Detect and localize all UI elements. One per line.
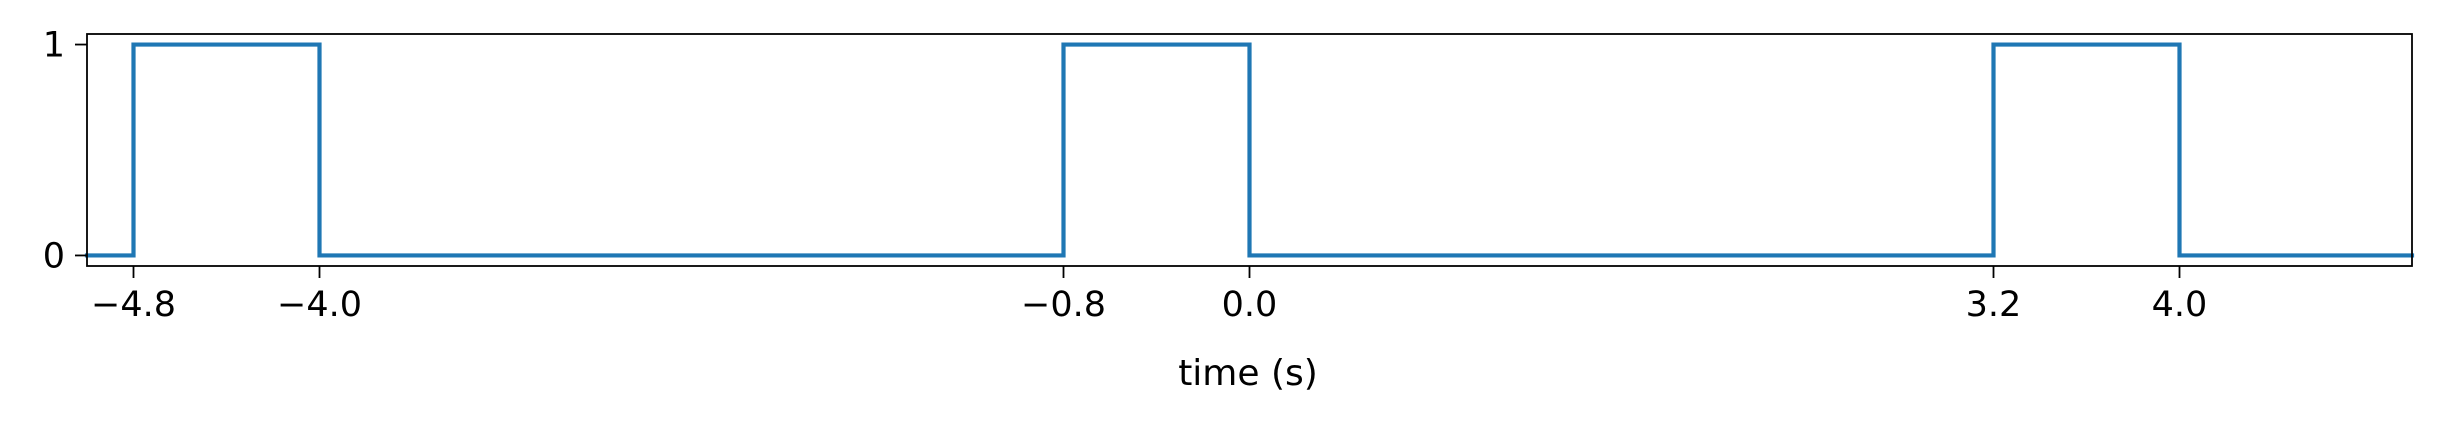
x-axis: −4.8 −4.0 −0.8 0.0 3.2 4.0 [91, 266, 2207, 325]
x-tick-label: 0.0 [1222, 285, 1278, 325]
x-tick-label: −4.8 [91, 285, 176, 325]
x-tick-label: 4.0 [2152, 285, 2208, 325]
plot-area [84, 33, 2415, 267]
x-tick-label: 3.2 [1966, 285, 2022, 325]
y-axis: 01 [43, 26, 87, 276]
series-line-0 [84, 42, 2415, 258]
x-tick-label: −0.8 [1021, 285, 1106, 325]
x-axis-label: time (s) [1178, 353, 1318, 394]
x-tick-label: −4.0 [277, 285, 362, 325]
y-tick-label: 1 [43, 26, 65, 66]
y-tick-label: 0 [43, 236, 65, 276]
